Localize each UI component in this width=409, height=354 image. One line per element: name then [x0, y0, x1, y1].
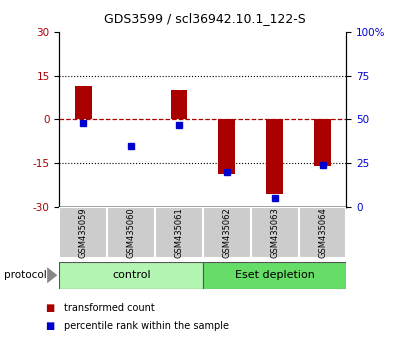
- Text: ■: ■: [45, 321, 54, 331]
- Text: GSM435062: GSM435062: [222, 207, 231, 258]
- Text: protocol: protocol: [4, 270, 47, 280]
- Text: GSM435059: GSM435059: [79, 207, 88, 258]
- Text: transformed count: transformed count: [63, 303, 154, 313]
- Bar: [298, 207, 346, 258]
- Bar: [107, 207, 155, 258]
- Bar: [170, 90, 187, 120]
- Bar: [202, 207, 250, 258]
- Bar: [202, 262, 346, 289]
- Bar: [250, 207, 298, 258]
- Bar: [313, 120, 330, 166]
- Bar: [59, 262, 202, 289]
- Bar: [155, 207, 202, 258]
- Text: Eset depletion: Eset depletion: [234, 270, 314, 280]
- Text: ■: ■: [45, 303, 54, 313]
- Polygon shape: [47, 267, 57, 283]
- Text: GSM435064: GSM435064: [317, 207, 326, 258]
- Text: control: control: [112, 270, 150, 280]
- Bar: [218, 120, 235, 173]
- Bar: [266, 120, 282, 194]
- Bar: [59, 207, 107, 258]
- Text: GSM435061: GSM435061: [174, 207, 183, 258]
- Text: GSM435060: GSM435060: [126, 207, 135, 258]
- Text: percentile rank within the sample: percentile rank within the sample: [63, 321, 228, 331]
- Text: GSM435063: GSM435063: [270, 207, 279, 258]
- Bar: [75, 86, 92, 120]
- Text: GDS3599 / scl36942.10.1_122-S: GDS3599 / scl36942.10.1_122-S: [104, 12, 305, 25]
